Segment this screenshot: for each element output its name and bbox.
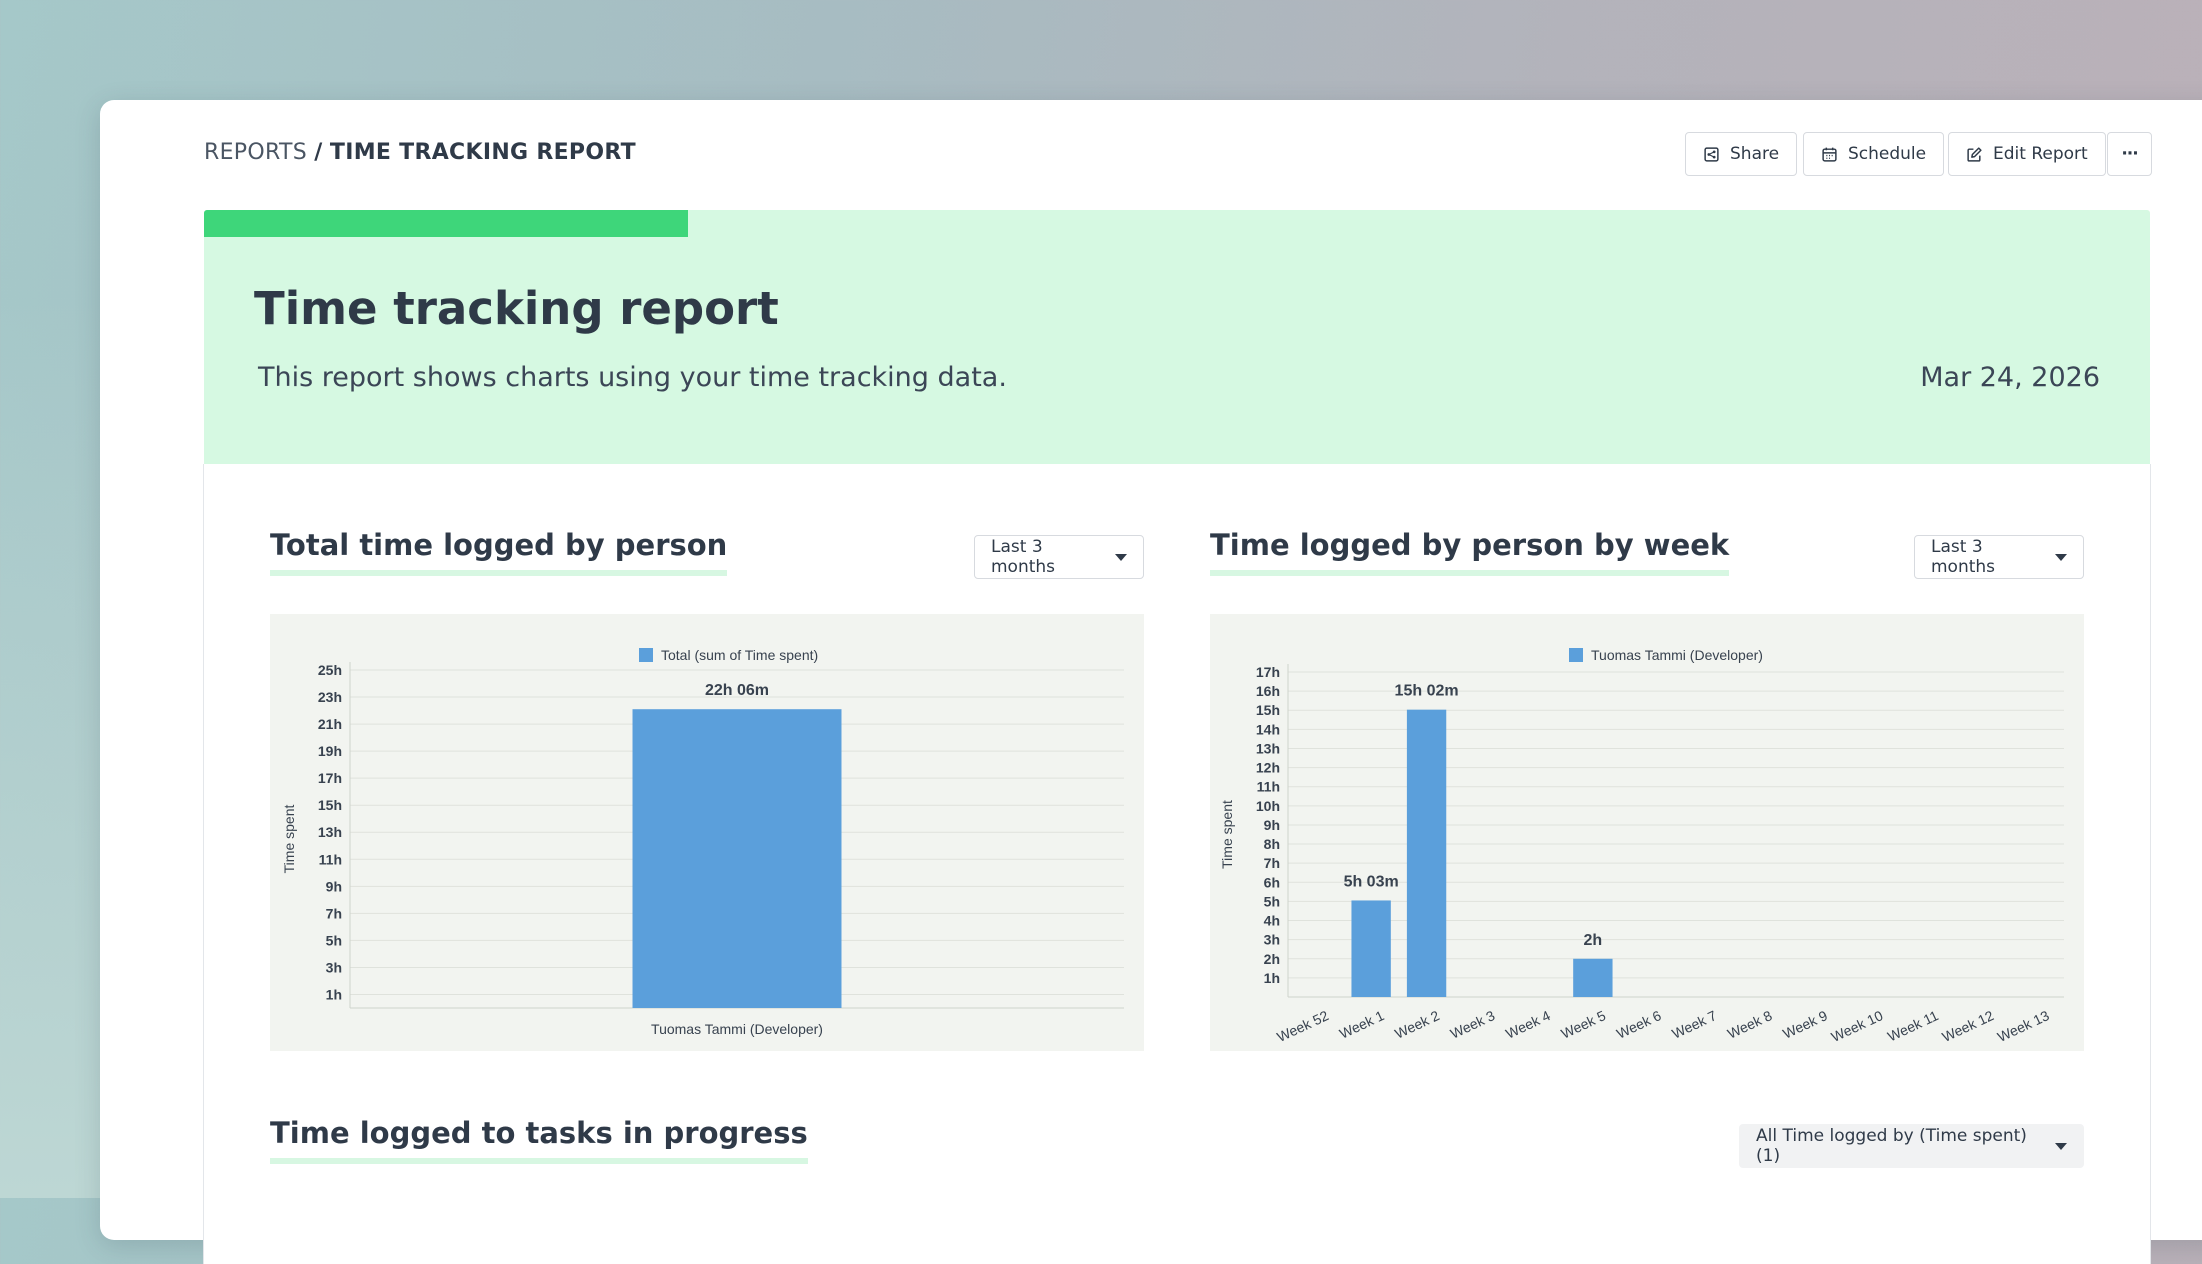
- y-tick-label: 11h: [1257, 779, 1280, 795]
- y-tick-label: 2h: [1264, 951, 1280, 967]
- schedule-label: Schedule: [1848, 144, 1927, 164]
- chart-by-person-by-week-svg: Tuomas Tammi (Developer) 1h 2h 3h 4h 5h 6h 7h 8h…: [1219, 647, 2064, 1045]
- caret-down-icon: [2055, 553, 2067, 561]
- data-label: 5h 03m: [1344, 873, 1399, 890]
- edit-report-label: Edit Report: [1993, 144, 2088, 164]
- data-label: 22h 06m: [705, 682, 769, 699]
- chart-total-by-person-svg: Total (sum of Time spent) 1h 3h 5h 7h 9h 11h 13…: [281, 647, 1124, 1037]
- y-tick-label: 13h: [1256, 740, 1280, 756]
- y-tick-label: 15h: [1256, 702, 1280, 718]
- schedule-button[interactable]: Schedule: [1803, 132, 1945, 176]
- y-tick-label: 9h: [326, 878, 342, 894]
- breadcrumb-parent[interactable]: REPORTS: [204, 140, 307, 165]
- data-label: 2h: [1584, 932, 1603, 949]
- range-select-by-person-by-week[interactable]: Last 3 months: [1914, 535, 2084, 579]
- range-select-total-by-person[interactable]: Last 3 months: [974, 535, 1144, 579]
- report-banner: Time tracking report This report shows c…: [204, 210, 2150, 464]
- section-title-by-person-by-week: Time logged by person by week: [1210, 528, 1730, 576]
- x-tick-label: Week 12: [1940, 1007, 1997, 1045]
- edit-report-button[interactable]: Edit Report: [1948, 132, 2106, 176]
- report-window: REPORTS / TIME TRACKING REPORT Share Sch…: [100, 100, 2202, 1264]
- report-description: This report shows charts using your time…: [258, 362, 1007, 393]
- bar: [1351, 900, 1391, 997]
- legend-swatch: [1569, 648, 1583, 662]
- section-title-tasks-in-progress: Time logged to tasks in progress: [270, 1116, 808, 1164]
- report-date: Mar 24, 2026: [1920, 362, 2100, 393]
- bar: [1406, 709, 1447, 997]
- y-tick-label: 4h: [1264, 913, 1280, 929]
- y-tick-label: 3h: [326, 959, 342, 975]
- y-tick-label: 6h: [1264, 874, 1280, 890]
- y-tick-label: 21h: [318, 716, 342, 732]
- x-tick-label: Week 9: [1780, 1007, 1830, 1042]
- range-select-value: Last 3 months: [1931, 537, 1996, 577]
- share-button[interactable]: Share: [1685, 132, 1798, 176]
- y-tick-label: 3h: [1264, 932, 1280, 948]
- legend-label: Total (sum of Time spent): [661, 647, 818, 663]
- y-tick-label: 17h: [1256, 664, 1280, 680]
- y-tick-label: 11h: [319, 851, 342, 867]
- y-tick-label: 15h: [318, 797, 342, 813]
- x-tick-label: Week 1: [1337, 1007, 1387, 1042]
- more-options-button[interactable]: ···: [2107, 132, 2152, 176]
- x-tick-label: Week 7: [1669, 1007, 1719, 1042]
- chart-by-person-by-week: Tuomas Tammi (Developer) 1h 2h 3h 4h 5h 6h 7h 8h…: [1210, 614, 2084, 1051]
- y-tick-label: 7h: [326, 905, 342, 921]
- y-tick-label: 13h: [318, 824, 342, 840]
- y-tick-label: 17h: [318, 770, 342, 786]
- edit-icon: [1967, 146, 1982, 162]
- bar: [1573, 958, 1613, 997]
- filter-select-tasks-in-progress[interactable]: All Time logged by (Time spent) (1): [1739, 1124, 2084, 1168]
- x-tick-label: Week 8: [1725, 1007, 1775, 1042]
- more-options-icon: ···: [2121, 144, 2138, 164]
- x-tick-label: Tuomas Tammi (Developer): [651, 1021, 823, 1037]
- caret-down-icon: [1115, 553, 1127, 561]
- x-tick-label: Week 11: [1885, 1007, 1941, 1044]
- y-tick-label: 9h: [1264, 817, 1280, 833]
- breadcrumb-current: TIME TRACKING REPORT: [329, 140, 636, 165]
- breadcrumb: REPORTS / TIME TRACKING REPORT: [204, 140, 636, 165]
- breadcrumb-separator: /: [314, 140, 323, 165]
- x-tick-label: Week 52: [1274, 1007, 1331, 1045]
- x-tick-label: Week 2: [1392, 1007, 1442, 1042]
- y-tick-label: 16h: [1256, 683, 1280, 699]
- banner-accent-bar: [204, 210, 688, 237]
- y-tick-label: 10h: [1256, 798, 1280, 814]
- bar: [632, 709, 842, 1008]
- y-axis-label: Time spent: [1219, 800, 1235, 869]
- chart-total-by-person: Total (sum of Time spent) 1h 3h 5h 7h 9h 11h 13…: [270, 614, 1144, 1051]
- x-tick-label: Week 10: [1829, 1007, 1886, 1045]
- y-tick-label: 23h: [318, 689, 342, 705]
- x-tick-label: Week 5: [1559, 1007, 1609, 1042]
- y-tick-label: 12h: [1256, 760, 1280, 776]
- caret-down-icon: [2055, 1142, 2067, 1150]
- x-tick-label: Week 6: [1614, 1007, 1664, 1042]
- y-tick-label: 25h: [318, 662, 342, 678]
- y-tick-label: 5h: [326, 932, 342, 948]
- range-select-value: Last 3 months: [991, 537, 1056, 577]
- y-tick-label: 7h: [1264, 855, 1280, 871]
- y-tick-label: 1h: [326, 986, 342, 1002]
- filter-select-value: All Time logged by (Time spent) (1): [1756, 1126, 2027, 1166]
- y-tick-label: 8h: [1264, 836, 1280, 852]
- legend-swatch: [639, 648, 653, 662]
- data-label: 15h 02m: [1395, 683, 1459, 700]
- y-tick-label: 5h: [1264, 893, 1280, 909]
- share-icon: [1704, 146, 1719, 162]
- calendar-icon: [1822, 147, 1837, 162]
- report-title: Time tracking report: [254, 282, 779, 335]
- x-tick-label: Week 4: [1503, 1007, 1553, 1042]
- y-tick-label: 19h: [318, 743, 342, 759]
- report-body: Total time logged by person Last 3 month…: [204, 464, 2150, 1264]
- y-tick-label: 14h: [1256, 721, 1280, 737]
- legend-label: Tuomas Tammi (Developer): [1591, 647, 1763, 663]
- section-title-total-by-person: Total time logged by person: [270, 528, 728, 576]
- x-tick-label: Week 3: [1448, 1007, 1498, 1042]
- x-tick-label: Week 13: [1995, 1007, 2052, 1045]
- share-label: Share: [1730, 144, 1780, 164]
- y-tick-label: 1h: [1264, 970, 1280, 986]
- y-axis-label: Time spent: [281, 805, 297, 874]
